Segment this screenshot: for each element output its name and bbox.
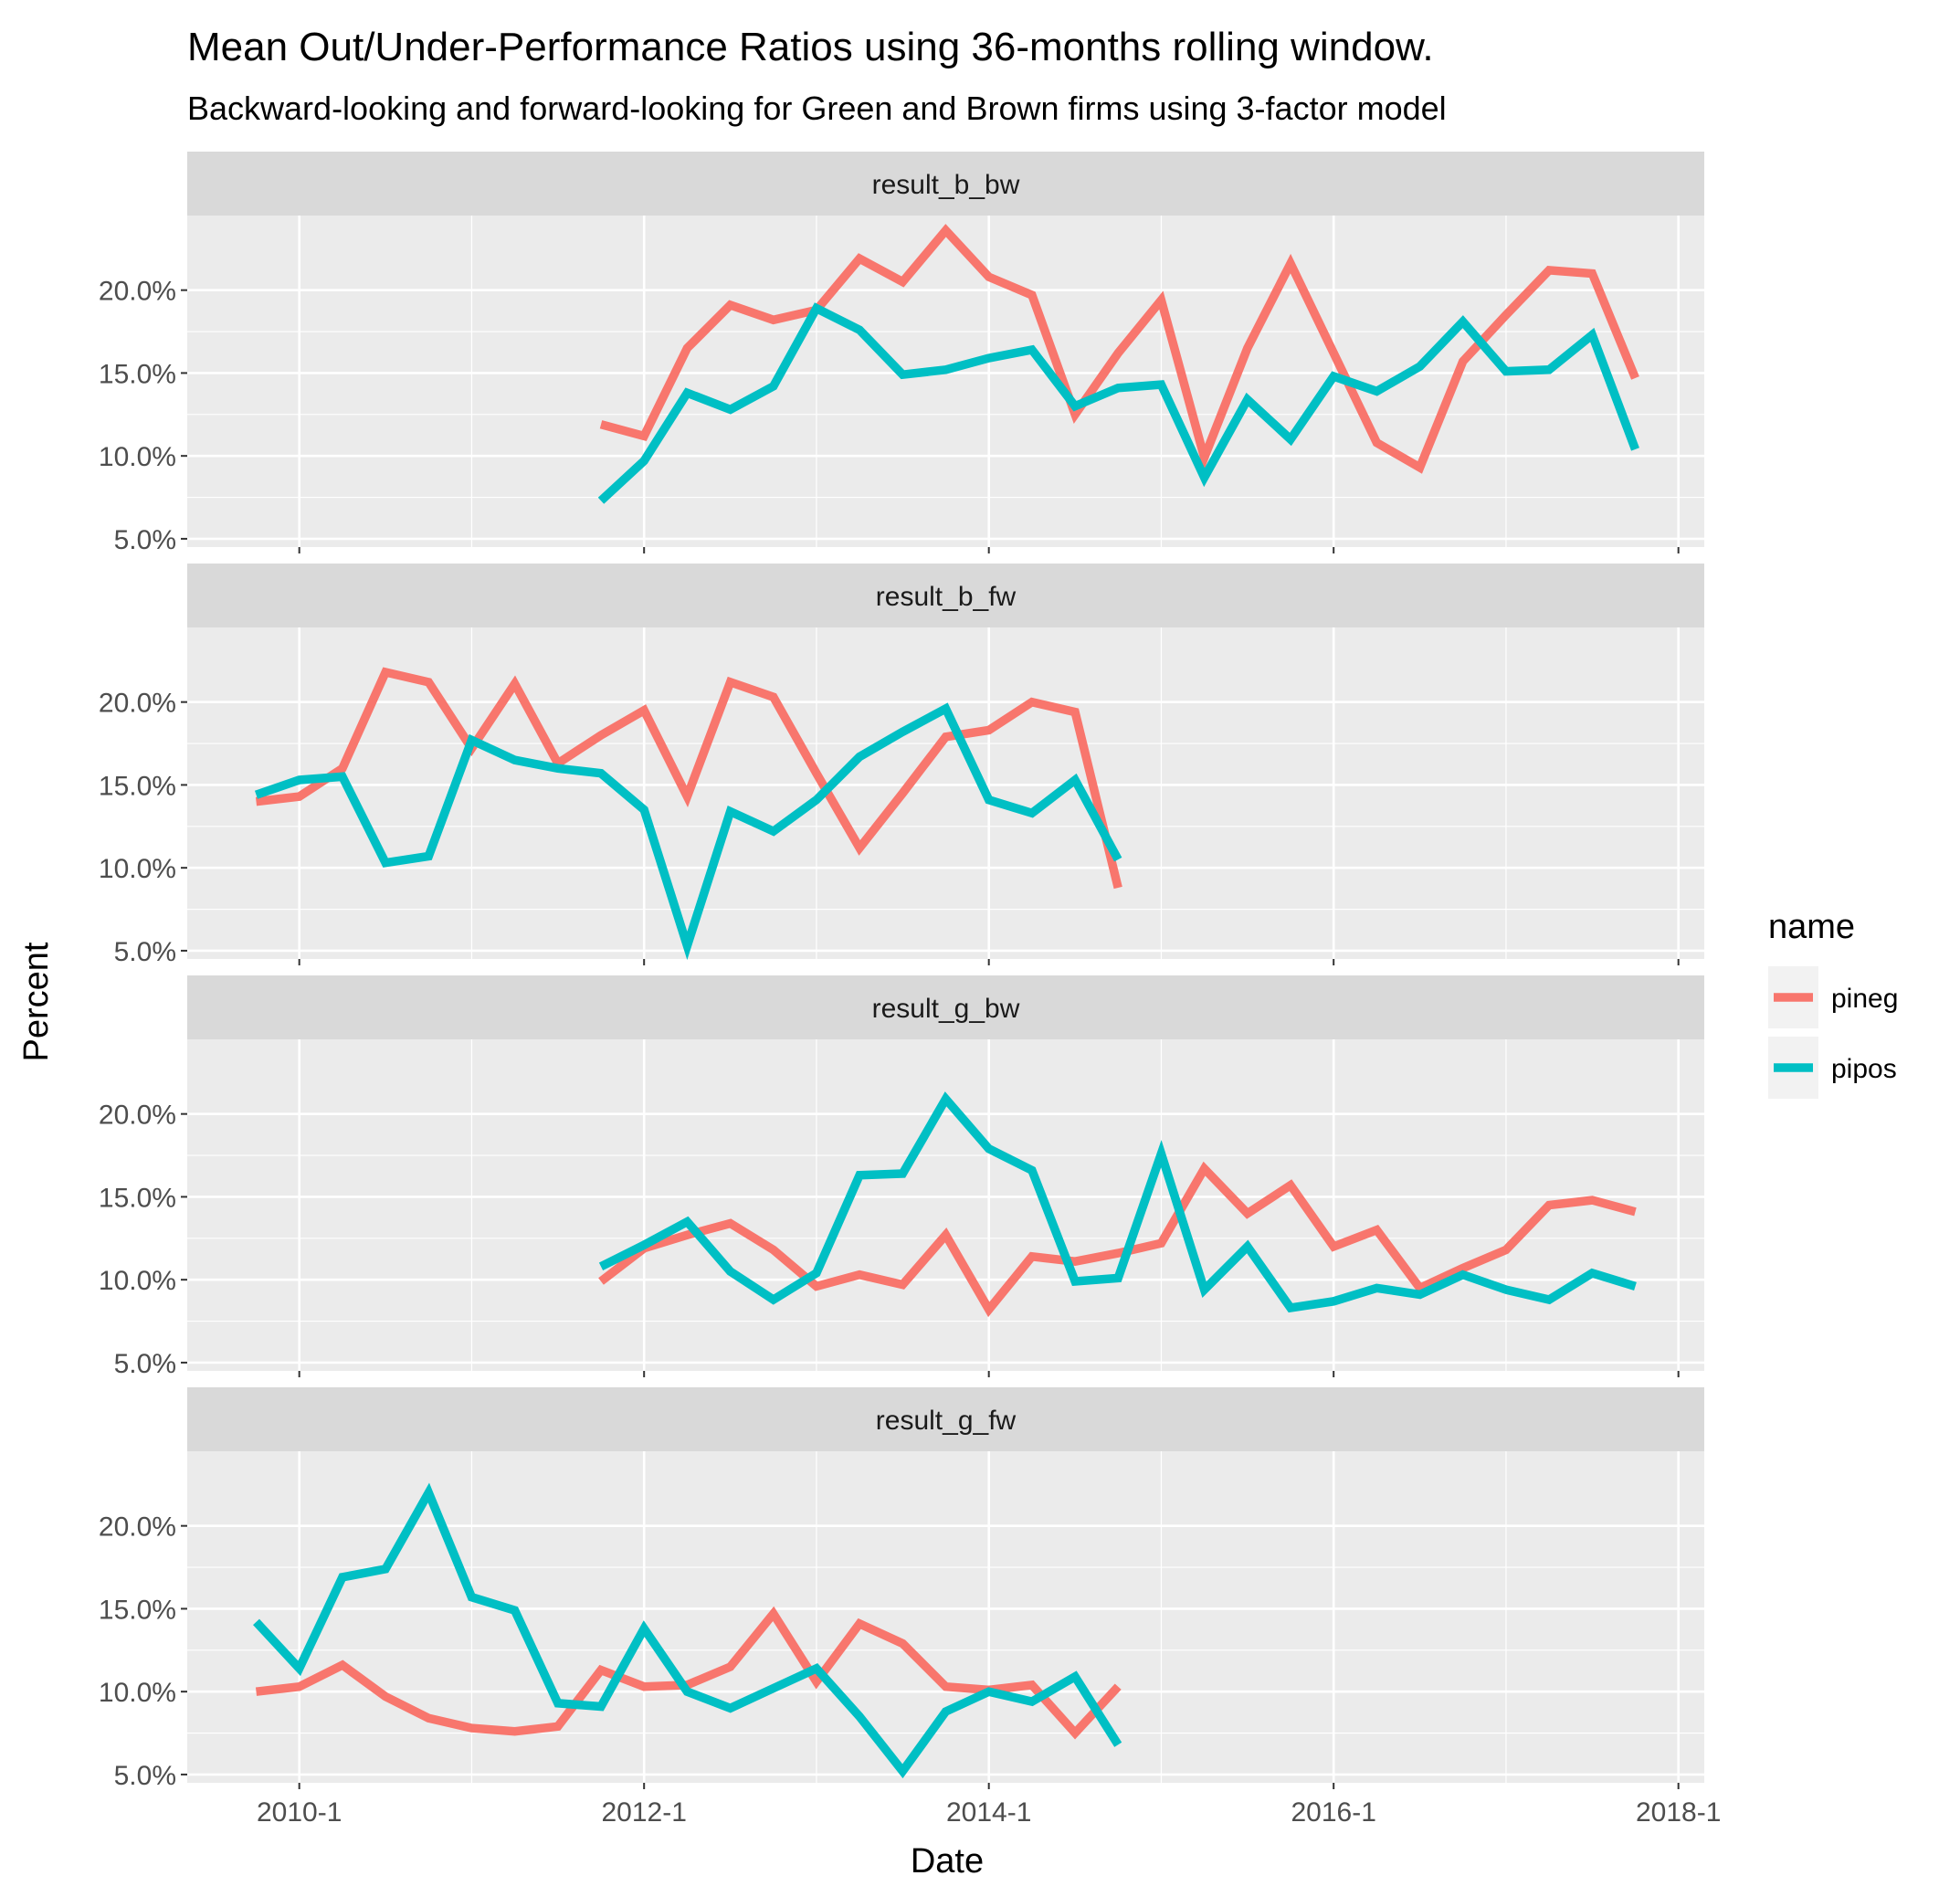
y-tick-label: 15.0%: [99, 359, 176, 389]
panel-result_b_fw: result_b_fw 5.0% 10.0% 15.0% 20.0%: [99, 564, 1704, 967]
y-tick-label: 10.0%: [99, 442, 176, 472]
y-tick-label: 15.0%: [99, 1183, 176, 1213]
y-tick-label: 5.0%: [114, 937, 176, 967]
y-tick-label: 5.0%: [114, 1761, 176, 1791]
x-tick-label: 2014-1: [946, 1797, 1031, 1828]
panel-result_b_bw: result_b_bw 5.0% 10.0% 15.0% 20.0%: [99, 152, 1704, 555]
y-tick-label: 10.0%: [99, 1678, 176, 1708]
series-line-pipos: [597, 302, 1639, 504]
x-tick-label: 2012-1: [601, 1797, 686, 1828]
strip-background: [187, 975, 1704, 1039]
y-tick-label: 20.0%: [99, 277, 176, 307]
y-tick-label: 20.0%: [99, 689, 176, 719]
x-tick-label: 2016-1: [1291, 1797, 1375, 1828]
chart-title: Mean Out/Under-Performance Ratios using …: [187, 25, 1434, 69]
x-tick-label: 2010-1: [257, 1797, 342, 1828]
legend-title: name: [1768, 908, 1855, 946]
series-line-pineg: [598, 1161, 1637, 1318]
strip-label: result_b_bw: [872, 170, 1020, 200]
legend-label-pipos: pipos: [1831, 1054, 1897, 1084]
strip-label: result_b_fw: [876, 582, 1017, 612]
plot-background: [187, 627, 1704, 959]
strip-label: result_g_bw: [872, 994, 1020, 1024]
x-tick-label: 2018-1: [1636, 1797, 1721, 1828]
y-tick-label: 15.0%: [99, 1595, 176, 1625]
legend: name pineg pipos: [1768, 908, 1898, 1099]
panel-result_g_bw: result_g_bw 5.0% 10.0% 15.0% 20.0%: [99, 975, 1704, 1379]
y-tick-label: 20.0%: [99, 1101, 176, 1131]
series-line-pipos: [598, 1091, 1637, 1313]
y-tick-label: 10.0%: [99, 854, 176, 884]
strip-background: [187, 1387, 1704, 1451]
series-line-pineg: [255, 667, 1122, 890]
series-line-pineg: [599, 224, 1639, 474]
y-tick-label: 5.0%: [114, 1349, 176, 1379]
y-tick-label: 10.0%: [99, 1266, 176, 1296]
strip-background: [187, 564, 1704, 627]
chart-subtitle: Backward-looking and forward-looking for…: [187, 90, 1447, 127]
strip-label: result_g_fw: [876, 1406, 1017, 1436]
y-tick-label: 15.0%: [99, 771, 176, 801]
y-tick-label: 20.0%: [99, 1512, 176, 1543]
panels: result_b_bw5.0%10.0%15.0%20.0%result_b_f…: [99, 152, 1721, 1828]
series-line-pipos: [254, 702, 1122, 961]
panel-result_g_fw: result_g_fw 5.0% 10.0% 15.0% 20.0% 2010-1 2012…: [99, 1387, 1721, 1828]
legend-label-pineg: pineg: [1831, 984, 1898, 1014]
y-tick-label: 5.0%: [114, 525, 176, 555]
y-axis-title: Percent: [17, 942, 56, 1061]
plot-background: [187, 1451, 1704, 1783]
strip-background: [187, 152, 1704, 216]
series-line-pipos: [253, 1482, 1122, 1779]
x-axis-title: Date: [911, 1842, 984, 1881]
